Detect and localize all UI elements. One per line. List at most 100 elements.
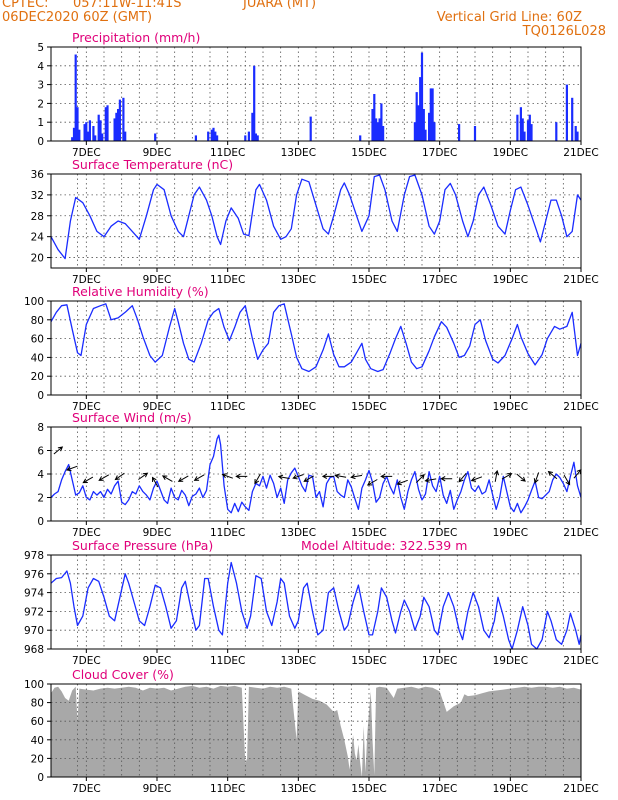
y-tick-label: 20 xyxy=(31,371,44,383)
wind-arrow xyxy=(440,476,453,482)
precip-bar xyxy=(413,122,416,141)
y-tick-label: 20 xyxy=(31,253,44,265)
x-tick-label: 19DEC xyxy=(493,527,528,539)
precip-bar xyxy=(124,131,127,141)
wind-arrow xyxy=(458,472,467,483)
wind-arrow xyxy=(501,473,513,480)
y-tick-label: 978 xyxy=(24,550,44,562)
precip-bar xyxy=(431,88,434,141)
precip-bar xyxy=(419,77,422,141)
x-tick-label: 17DEC xyxy=(422,401,457,413)
precip-bar xyxy=(428,112,431,141)
y-tick-label: 36 xyxy=(31,169,45,181)
y-tick-label: 968 xyxy=(24,644,44,656)
precip-bar xyxy=(85,122,88,141)
precip-bar xyxy=(101,133,104,141)
y-tick-label: 28 xyxy=(31,211,44,223)
precip-bar xyxy=(458,124,461,141)
y-tick-label: 20 xyxy=(31,753,44,765)
x-tick-label: 19DEC xyxy=(493,783,528,795)
header-date: 06DEC2020 60Z (GMT) xyxy=(2,10,153,25)
header-coords: 057:11W-11:41S xyxy=(73,0,182,11)
precip-bar xyxy=(376,122,379,141)
x-tick-label: 9DEC xyxy=(143,527,172,539)
wind-arrow xyxy=(533,472,540,484)
cloud-title: Cloud Cover (%) xyxy=(72,667,174,682)
y-tick-label: 8 xyxy=(37,422,44,434)
wind-arrow xyxy=(277,474,290,480)
precip-bar xyxy=(380,103,383,141)
y-tick-label: 2 xyxy=(37,493,44,505)
wind-arrow xyxy=(563,474,571,486)
x-tick-label: 11DEC xyxy=(210,655,245,667)
wind-arrow xyxy=(66,465,78,472)
precip-bar xyxy=(473,126,477,141)
header-location: JUARA (MT) xyxy=(243,0,317,11)
x-tick-label: 15DEC xyxy=(351,655,386,667)
precip-bar xyxy=(94,135,97,141)
wind-arrow xyxy=(138,472,149,480)
precip-bar xyxy=(207,131,210,141)
wind-arrow xyxy=(151,476,159,488)
x-tick-label: 21DEC xyxy=(563,783,598,795)
wind-arrow xyxy=(380,473,393,479)
wind-arrow xyxy=(161,475,173,482)
y-tick-label: 60 xyxy=(31,716,44,728)
wind-arrow xyxy=(493,469,500,482)
precip-bar xyxy=(87,131,90,141)
precip-bar xyxy=(117,109,120,141)
x-tick-label: 11DEC xyxy=(210,147,245,159)
precip-bar xyxy=(424,129,427,141)
wind-arrow xyxy=(547,470,558,480)
precip-bar xyxy=(78,129,81,141)
precip-bar xyxy=(516,114,519,141)
x-tick-label: 13DEC xyxy=(281,783,316,795)
wind-line xyxy=(50,434,582,514)
x-tick-label: 7DEC xyxy=(72,527,101,539)
rh-title: Relative Humidity (%) xyxy=(72,284,209,299)
precip-bar xyxy=(526,120,530,141)
wind-arrow xyxy=(114,472,125,481)
y-tick-label: 4 xyxy=(37,469,44,481)
header-source: CPTEC: xyxy=(2,0,49,11)
panel-frame xyxy=(50,173,582,269)
y-tick-label: 970 xyxy=(24,625,44,637)
panel-frame xyxy=(50,300,582,396)
precip-bar xyxy=(422,109,425,141)
precip-bar xyxy=(309,116,312,141)
x-tick-label: 7DEC xyxy=(72,783,101,795)
precip-bar xyxy=(99,120,102,141)
x-tick-label: 19DEC xyxy=(493,147,528,159)
x-tick-label: 9DEC xyxy=(143,655,172,667)
y-tick-label: 0 xyxy=(37,390,44,402)
precip-bar xyxy=(92,126,95,141)
x-tick-label: 9DEC xyxy=(143,147,172,159)
wind-arrow xyxy=(350,474,363,480)
y-tick-label: 100 xyxy=(24,679,44,691)
x-tick-label: 19DEC xyxy=(493,274,528,286)
wind-arrow xyxy=(292,474,304,480)
wind-arrow xyxy=(334,473,347,479)
x-tick-label: 15DEC xyxy=(351,783,386,795)
x-tick-label: 21DEC xyxy=(563,274,598,286)
precip-bar xyxy=(214,131,217,141)
precip-bar xyxy=(382,126,385,141)
x-tick-label: 17DEC xyxy=(422,655,457,667)
panel-frame xyxy=(50,46,582,142)
precip-bar xyxy=(118,99,121,141)
precip-bar xyxy=(97,114,100,141)
y-tick-label: 4 xyxy=(37,61,44,73)
precip-bar xyxy=(519,107,522,141)
x-tick-label: 19DEC xyxy=(493,401,528,413)
precip-bar xyxy=(429,88,432,141)
x-tick-label: 13DEC xyxy=(281,274,316,286)
wind-arrow xyxy=(366,479,378,486)
precip-bar xyxy=(71,137,74,141)
precip-bar xyxy=(83,124,86,141)
pres-line xyxy=(50,561,582,650)
x-tick-label: 11DEC xyxy=(210,783,245,795)
wind-arrow xyxy=(396,479,408,486)
y-tick-label: 974 xyxy=(24,588,44,600)
wind-arrow xyxy=(470,476,483,482)
precip-bar xyxy=(154,133,157,141)
